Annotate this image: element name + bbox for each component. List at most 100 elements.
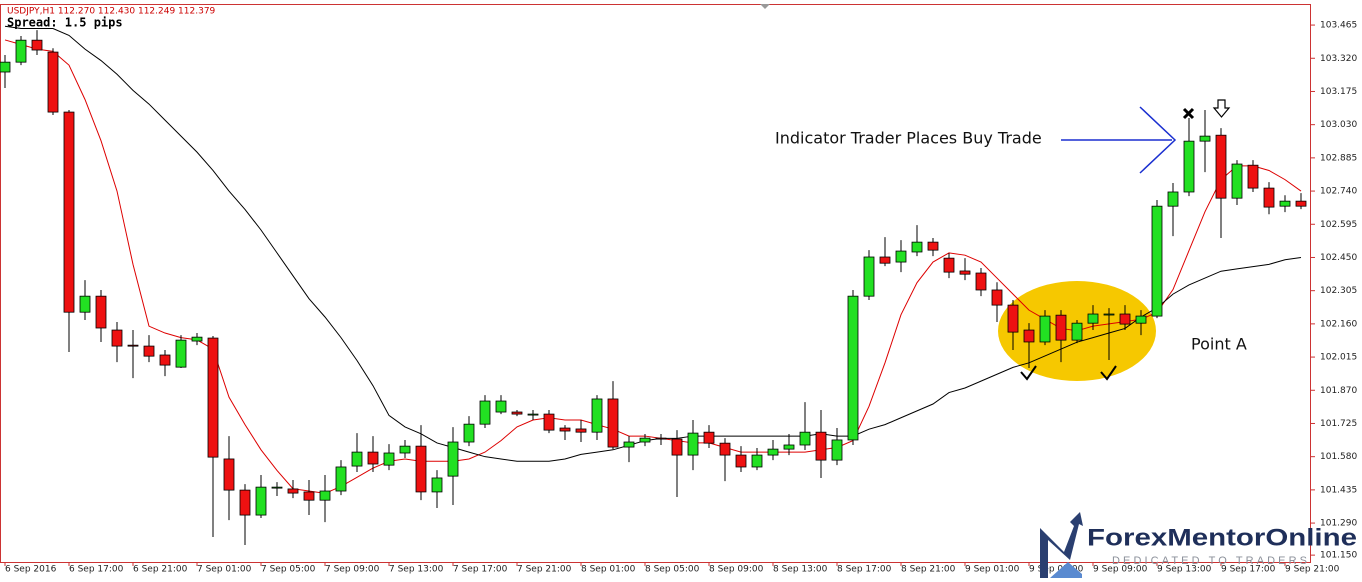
x-tick-label: 7 Sep 13:00: [389, 565, 444, 575]
overlay: USDJPY,H1 112.270 112.430 112.249 112.37…: [7, 7, 1357, 578]
plot-area: 103.465 103.320 103.175 103.030 102.885 102.7…: [0, 21, 1357, 575]
candle-body: [911, 241, 923, 253]
candle-body: [15, 39, 27, 63]
x-tick-label: 8 Sep 21:00: [901, 565, 956, 575]
x-tick-label: 6 Sep 2016: [5, 565, 57, 575]
check-mark: [1100, 365, 1117, 381]
x-tick-label: 7 Sep 09:00: [325, 565, 380, 575]
candle-body: [1007, 304, 1019, 333]
moving-average-line: [4, 39, 1302, 494]
candle-body: [783, 444, 795, 450]
logo-icon: [1050, 562, 1082, 578]
candle-body: [1247, 164, 1259, 189]
candle-body: [767, 448, 779, 456]
candle-body: [319, 490, 331, 501]
candle-body: [527, 413, 539, 416]
candle-body: [351, 451, 363, 467]
down-arrow: [1212, 99, 1231, 118]
candle-body: [1023, 329, 1035, 343]
candle-body: [79, 295, 91, 313]
candle-body: [655, 437, 667, 440]
y-tick-label: 101.290: [1320, 519, 1357, 529]
cross-mark: [1182, 107, 1195, 120]
candle-body: [847, 295, 859, 441]
candle-body: [991, 289, 1003, 306]
y-tick-label: 103.175: [1320, 87, 1357, 97]
candle-body: [175, 339, 187, 368]
candle-body: [975, 272, 987, 291]
x-tick-label: 9 Sep 13:00: [1157, 565, 1212, 575]
candle-body: [1183, 140, 1195, 193]
y-tick-label: 102.450: [1320, 253, 1357, 263]
candle-body: [159, 354, 171, 366]
candle-body: [943, 257, 955, 273]
candle-body: [127, 344, 139, 347]
x-tick-label: 9 Sep 21:00: [1285, 565, 1340, 575]
candle-body: [383, 452, 395, 466]
y-tick-label: 103.465: [1320, 21, 1357, 31]
candle-body: [799, 431, 811, 446]
candle-body: [671, 438, 683, 456]
y-tick-label: 102.885: [1320, 153, 1357, 163]
candle-body: [831, 439, 843, 461]
arrow-head: [1139, 106, 1177, 174]
candle-body: [463, 423, 475, 443]
y-tick-label: 102.305: [1320, 286, 1357, 296]
candle-body: [1119, 313, 1131, 325]
candle-body: [95, 295, 107, 329]
candle-body: [0, 61, 11, 73]
annotation: Indicator Trader Places Buy Trade: [775, 129, 1042, 148]
check-mark: [1020, 365, 1037, 381]
y-tick-label: 101.150: [1320, 551, 1357, 561]
candle-body: [431, 477, 443, 493]
candle-body: [575, 428, 587, 433]
y-tick-label: 102.595: [1320, 220, 1357, 230]
y-tick-label: 101.580: [1320, 452, 1357, 462]
candle-body: [1039, 315, 1051, 343]
candle-body: [1215, 134, 1227, 199]
candle-body: [143, 345, 155, 357]
candle-body: [447, 441, 459, 477]
candle-body: [1231, 163, 1243, 199]
candle-body: [607, 398, 619, 448]
candle-body: [639, 437, 651, 443]
y-tick-label: 101.435: [1320, 485, 1357, 495]
moving-average-line: [4, 25, 1302, 462]
y-tick-label: 102.160: [1320, 319, 1357, 329]
candle-body: [751, 454, 763, 468]
candle-body: [63, 111, 75, 313]
candle-body: [303, 491, 315, 501]
candle-body: [959, 270, 971, 275]
candle-body: [1295, 200, 1307, 207]
candle-body: [335, 466, 347, 492]
candle-body: [591, 398, 603, 433]
x-tick-label: 7 Sep 01:00: [197, 565, 252, 575]
candle-body: [1151, 205, 1163, 317]
candle-body: [815, 431, 827, 461]
spread-label: Spread: 1.5 pips: [7, 16, 123, 30]
candle-body: [1087, 313, 1099, 324]
x-tick-label: 7 Sep 05:00: [261, 565, 316, 575]
candle-body: [191, 336, 203, 342]
x-tick-label: 8 Sep 13:00: [773, 565, 828, 575]
x-tick-label: 6 Sep 21:00: [133, 565, 188, 575]
candle-body: [511, 411, 523, 415]
candle-body: [687, 432, 699, 456]
y-tick-label: 103.320: [1320, 54, 1357, 64]
x-tick-label: 7 Sep 21:00: [517, 565, 572, 575]
candle-body: [623, 441, 635, 448]
x-tick-label: 8 Sep 17:00: [837, 565, 892, 575]
x-tick-label: 6 Sep 17:00: [69, 565, 124, 575]
x-tick-label: 7 Sep 17:00: [453, 565, 508, 575]
logo-brand: ForexMentorOnline: [1087, 524, 1357, 551]
logo: ForexMentorOnline DEDICATED TO TRADERS: [1040, 512, 1357, 578]
candle-body: [1103, 313, 1115, 316]
candle-body: [207, 337, 219, 458]
candle-body: [863, 256, 875, 297]
candle-body: [415, 445, 427, 493]
x-tick-label: 9 Sep 17:00: [1221, 565, 1276, 575]
candle-body: [703, 431, 715, 444]
x-tick-label: 8 Sep 01:00: [581, 565, 636, 575]
